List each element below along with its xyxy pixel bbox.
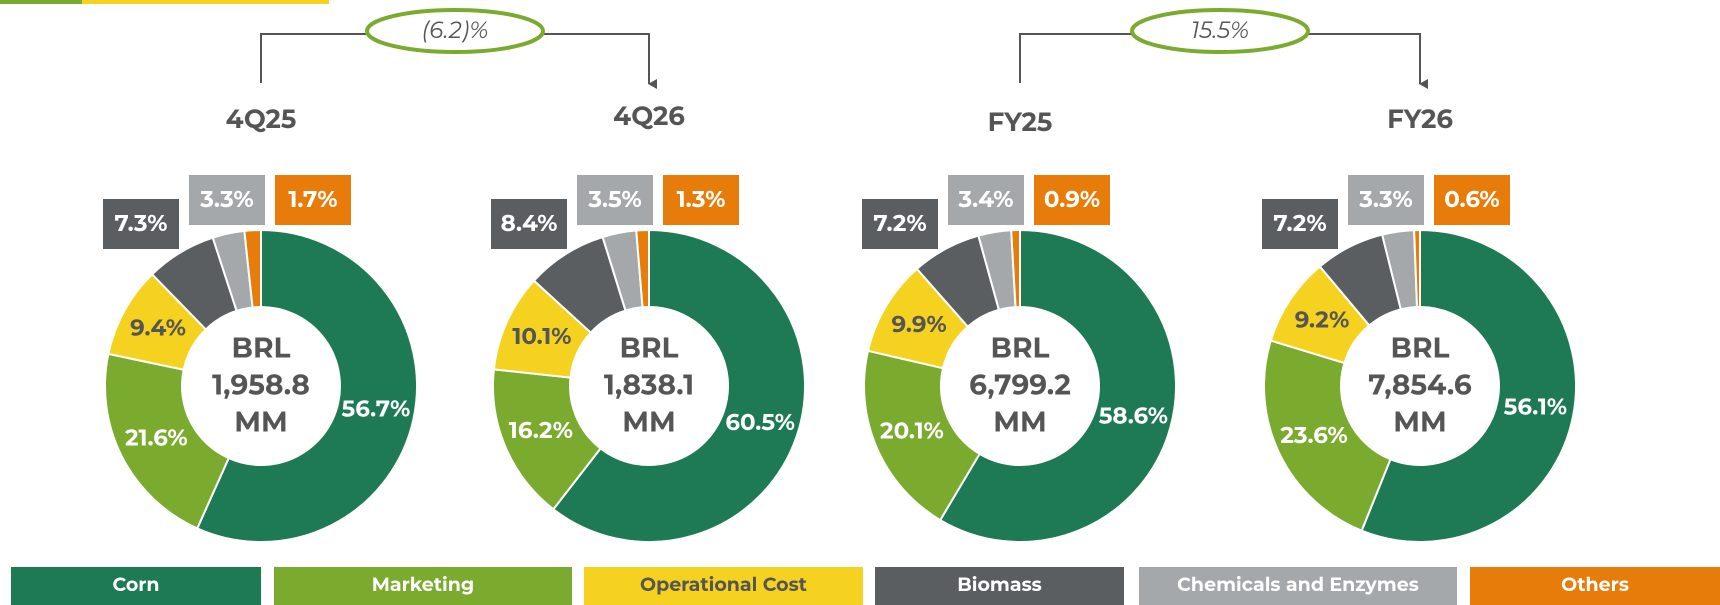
donut-segment [1010,228,1021,309]
label-box [1262,199,1338,249]
data-label: 0.9% [1044,185,1100,213]
donut-segment [104,352,231,530]
center-label: MM [1393,406,1446,440]
data-label: 60.5% [725,408,795,436]
data-label: 9.9% [892,310,947,338]
data-label: 8.4% [501,209,558,237]
data-label: 3.5% [587,185,641,213]
donut-segment [243,228,262,309]
donut-segment [938,228,1177,543]
label-box [1348,175,1424,225]
label-box [491,199,567,249]
label-box [862,199,938,249]
data-label: 56.7% [342,395,411,423]
label-box [275,175,351,225]
center-label: 7,854.6 [1368,369,1472,403]
center-label: BRL [1391,332,1450,366]
legend-swatch [274,567,572,605]
center-label: 6,799.2 [969,369,1071,403]
donut-segment [492,368,602,511]
data-label: 0.6% [1444,185,1499,213]
center-label: BRL [232,332,291,366]
center-label: BRL [991,332,1050,366]
label-box [948,175,1024,225]
data-label: 58.6% [1099,401,1168,429]
legend-label: Corn [112,573,159,596]
donut-segment [1413,228,1421,309]
legend-label: Operational Cost [640,573,807,596]
data-label: 9.2% [1295,305,1350,333]
center-label: MM [622,406,675,440]
data-label: 3.4% [958,185,1014,213]
legend-label: Biomass [957,573,1042,596]
chart-title: FY26 [1387,103,1453,135]
legend-label: Chemicals and Enzymes [1177,573,1419,596]
center-label: 1,958.8 [212,369,310,403]
data-label: 16.2% [509,416,573,444]
label-box [189,175,265,225]
data-label: 9.4% [130,314,186,342]
label-box [1034,175,1110,225]
comparison-badge [365,8,545,54]
data-label: 7.2% [1273,209,1326,237]
data-label: 1.3% [677,185,726,213]
donut-segment [635,228,650,309]
legend-swatch [1470,567,1720,605]
legend-swatch [875,567,1124,605]
legend-label: Others [1561,573,1629,596]
data-label: 3.3% [1358,185,1412,213]
comparison-badge [1130,8,1310,54]
data-label: 7.2% [873,209,926,237]
data-label: 7.3% [115,209,168,237]
legend-label: Marketing [372,573,474,596]
center-label: MM [993,406,1046,440]
data-label: 1.7% [288,185,337,213]
data-label: 3.3% [199,185,253,213]
donut-segment [551,228,806,543]
center-label: MM [234,406,287,440]
legend-swatch [1139,567,1457,605]
label-box [1434,175,1510,225]
chart-title: 4Q25 [226,103,297,135]
donut-segment [195,228,418,543]
comparison-label: 15.5% [1191,16,1249,44]
data-label: 20.1% [880,416,944,444]
data-label: 23.6% [1280,421,1347,449]
center-label: BRL [620,332,679,366]
donut-segment [1263,339,1392,532]
chart-title: FY25 [988,106,1053,138]
chart-title: 4Q26 [613,100,685,132]
data-label: 21.6% [125,424,188,452]
label-box [663,175,739,225]
legend-swatch [584,567,863,605]
data-label: 56.1% [1504,393,1567,421]
data-label: 10.1% [512,322,571,350]
center-label: 1,838.1 [604,369,694,403]
decor-bar [82,0,329,4]
legend-swatch [11,567,261,605]
comparison-label: (6.2)% [422,16,489,44]
label-box [577,175,653,225]
label-box [103,199,179,249]
decor-bar [0,0,82,4]
donut-segment [863,349,981,522]
donut-segment [1360,228,1577,543]
